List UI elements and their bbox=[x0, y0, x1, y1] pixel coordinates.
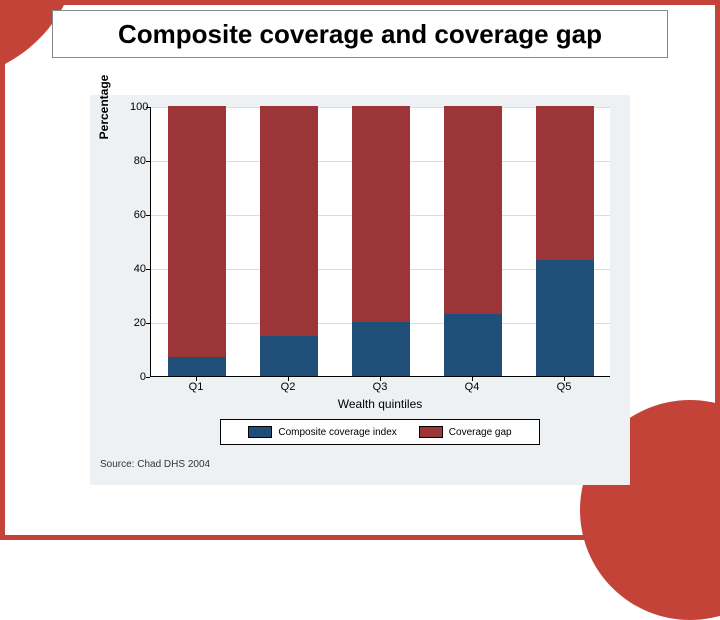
slide-title: Composite coverage and coverage gap bbox=[118, 19, 602, 50]
chart-panel: Percentage Wealth quintiles Composite co… bbox=[90, 95, 630, 485]
x-tick-label: Q1 bbox=[189, 381, 204, 393]
y-tick-label: 60 bbox=[130, 209, 146, 221]
bar-segment bbox=[352, 106, 409, 322]
y-tick-mark bbox=[146, 377, 150, 378]
legend-item: Composite coverage index bbox=[248, 426, 396, 438]
x-tick-mark bbox=[472, 377, 473, 381]
bar-group bbox=[260, 106, 317, 376]
x-tick-label: Q4 bbox=[465, 381, 480, 393]
bar-segment bbox=[168, 357, 225, 376]
x-tick-mark bbox=[564, 377, 565, 381]
y-tick-label: 0 bbox=[130, 371, 146, 383]
y-tick-mark bbox=[146, 161, 150, 162]
x-axis-label: Wealth quintiles bbox=[150, 397, 610, 411]
bar-segment bbox=[536, 106, 593, 260]
bar-segment bbox=[444, 106, 501, 314]
bar-group bbox=[352, 106, 409, 376]
plot-frame bbox=[150, 107, 610, 377]
y-tick-label: 100 bbox=[130, 101, 146, 113]
y-tick-label: 80 bbox=[130, 155, 146, 167]
y-tick-label: 20 bbox=[130, 317, 146, 329]
bar-group bbox=[168, 106, 225, 376]
legend-item: Coverage gap bbox=[419, 426, 512, 438]
bar-segment bbox=[260, 106, 317, 336]
bar-segment bbox=[536, 260, 593, 376]
bar-group bbox=[536, 106, 593, 376]
y-axis-label: Percentage bbox=[97, 0, 111, 242]
y-tick-mark bbox=[146, 215, 150, 216]
y-tick-mark bbox=[146, 107, 150, 108]
x-tick-mark bbox=[288, 377, 289, 381]
legend-label: Coverage gap bbox=[449, 427, 512, 438]
bar-segment bbox=[260, 336, 317, 377]
slide-title-box: Composite coverage and coverage gap bbox=[52, 10, 668, 58]
legend: Composite coverage index Coverage gap bbox=[220, 419, 540, 445]
y-tick-mark bbox=[146, 269, 150, 270]
legend-label: Composite coverage index bbox=[278, 427, 396, 438]
chart-source: Source: Chad DHS 2004 bbox=[100, 459, 210, 470]
bar-segment bbox=[168, 106, 225, 357]
bar-segment bbox=[444, 314, 501, 376]
x-tick-label: Q5 bbox=[557, 381, 572, 393]
legend-swatch-composite bbox=[248, 426, 272, 438]
bar-segment bbox=[352, 322, 409, 376]
x-tick-mark bbox=[380, 377, 381, 381]
legend-swatch-gap bbox=[419, 426, 443, 438]
x-tick-label: Q2 bbox=[281, 381, 296, 393]
x-tick-label: Q3 bbox=[373, 381, 388, 393]
y-tick-mark bbox=[146, 323, 150, 324]
bar-group bbox=[444, 106, 501, 376]
y-tick-label: 40 bbox=[130, 263, 146, 275]
x-tick-mark bbox=[196, 377, 197, 381]
